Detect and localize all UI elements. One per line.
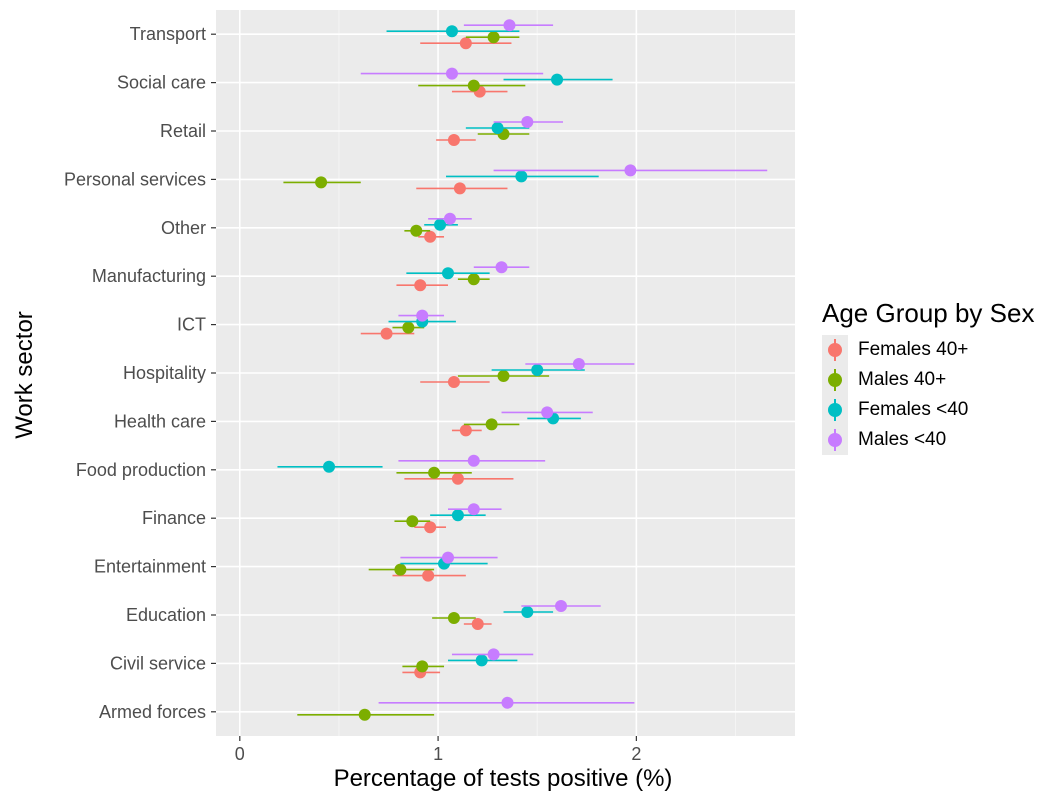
- legend-key: [822, 425, 848, 455]
- legend-label: Males <40: [858, 429, 947, 450]
- data-point: [447, 134, 460, 146]
- data-point: [503, 19, 516, 32]
- data-point: [555, 600, 568, 612]
- data-point: [451, 472, 464, 485]
- data-point: [380, 327, 393, 340]
- data-point: [394, 563, 407, 576]
- legend-key-dot: [828, 343, 842, 357]
- legend-title: Age Group by Sex: [822, 298, 1035, 328]
- data-point: [467, 79, 480, 92]
- legend-label: Females 40+: [858, 339, 969, 360]
- data-point: [410, 224, 423, 237]
- data-point: [541, 406, 554, 419]
- data-point: [445, 67, 458, 80]
- y-tick-label: Entertainment: [94, 557, 206, 577]
- legend-label: Females <40: [858, 399, 969, 420]
- data-point: [424, 521, 437, 534]
- y-tick-label: Health care: [114, 411, 206, 431]
- y-tick-label: Education: [126, 605, 206, 625]
- legend-key-dot: [828, 433, 842, 447]
- data-point: [406, 515, 419, 528]
- data-point: [501, 696, 514, 709]
- y-tick-label: Transport: [130, 24, 206, 44]
- y-tick-label: Manufacturing: [92, 266, 206, 286]
- data-point: [451, 509, 464, 522]
- legend: Age Group by Sex Females 40+ Males 40+ Fem…: [822, 298, 1034, 455]
- data-point: [497, 370, 510, 382]
- data-point: [487, 31, 500, 44]
- data-point: [416, 660, 429, 673]
- data-point: [424, 230, 437, 243]
- x-tick-label: 0: [235, 744, 245, 764]
- y-tick-label: Food production: [76, 460, 206, 480]
- y-tick-label: ICT: [177, 315, 206, 335]
- series-males-under-40: [360, 19, 768, 709]
- data-point: [453, 182, 466, 195]
- data-point: [495, 261, 508, 274]
- data-point: [447, 612, 460, 624]
- legend-item: Males 40+: [822, 365, 1034, 395]
- data-point: [323, 460, 336, 473]
- data-point: [467, 503, 480, 516]
- data-point: [414, 279, 427, 292]
- data-point: [485, 418, 498, 431]
- data-point: [521, 116, 534, 128]
- legend-key-dot: [828, 403, 842, 417]
- y-tick-label: Other: [161, 218, 206, 238]
- data-point: [441, 551, 454, 564]
- legend-items: Females 40+ Males 40+ Females <40 Males <40: [822, 335, 1034, 455]
- legend-key: [822, 395, 848, 425]
- data-point: [447, 376, 460, 388]
- data-point: [491, 122, 504, 134]
- x-tick-label: 2: [631, 744, 641, 764]
- legend-item: Females <40: [822, 395, 1034, 425]
- y-tick-label: Armed forces: [99, 702, 206, 722]
- legend-key-dot: [828, 373, 842, 387]
- data-point: [467, 454, 480, 467]
- data-point: [422, 569, 435, 582]
- data-point: [358, 708, 371, 721]
- legend-item: Females 40+: [822, 335, 1034, 365]
- data-point: [428, 466, 441, 479]
- y-tick-label: Social care: [117, 73, 206, 93]
- data-point: [315, 176, 328, 189]
- legend-item: Males <40: [822, 425, 1034, 455]
- data-point: [443, 212, 456, 225]
- data-point: [531, 364, 544, 376]
- data-point: [434, 218, 447, 231]
- y-tick-label: Hospitality: [123, 363, 206, 383]
- data-point: [445, 25, 458, 38]
- series-males-40-plus: [283, 31, 550, 721]
- data-point: [402, 321, 415, 334]
- data-point: [515, 170, 528, 183]
- y-tick-label: Civil service: [110, 653, 206, 673]
- legend-key: [822, 335, 848, 365]
- y-tick-label: Personal services: [64, 169, 206, 189]
- data-point: [475, 654, 488, 667]
- y-tick-label: Finance: [142, 508, 206, 528]
- data-point: [416, 309, 429, 322]
- y-tick-label: Retail: [160, 121, 206, 141]
- data-point: [521, 606, 534, 618]
- x-axis-title: Percentage of tests positive (%): [334, 765, 673, 792]
- data-point: [624, 164, 637, 177]
- x-tick-label: 1: [433, 744, 443, 764]
- data-point: [487, 648, 500, 661]
- data-point: [441, 267, 454, 280]
- data-point: [459, 37, 472, 50]
- y-axis-title: Work sector: [11, 311, 38, 439]
- data-point: [551, 73, 564, 86]
- data-point: [471, 618, 484, 630]
- data-point: [459, 424, 472, 437]
- data-point: [572, 358, 585, 370]
- legend-key: [822, 365, 848, 395]
- data-point: [467, 273, 480, 286]
- legend-label: Males 40+: [858, 369, 947, 390]
